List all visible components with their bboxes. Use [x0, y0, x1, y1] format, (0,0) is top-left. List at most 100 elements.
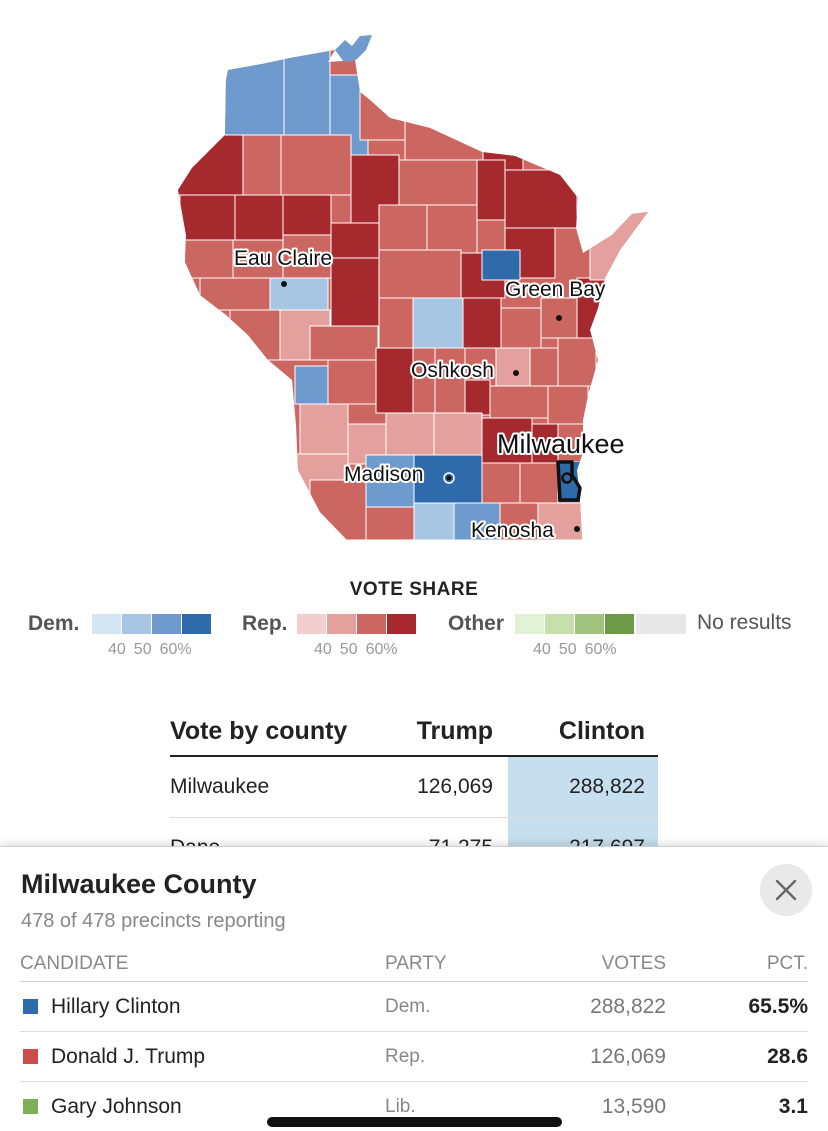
legend-rep: Rep. 40 50 60% [242, 612, 432, 662]
county-marathon[interactable] [330, 257, 380, 327]
county-forest[interactable] [476, 159, 506, 221]
county-vernon[interactable] [299, 403, 349, 455]
apostle-islands-shape [335, 35, 372, 62]
county-rock[interactable] [453, 502, 501, 540]
county-dodge[interactable] [481, 417, 533, 464]
legend-rep-label: Rep. [242, 612, 288, 635]
candidate-name: Gary Johnson [51, 1094, 182, 1118]
county-washington[interactable] [531, 423, 559, 465]
legend-tick: 50 [558, 641, 577, 658]
county-columbia[interactable] [433, 412, 483, 456]
county-clark[interactable] [378, 249, 462, 299]
wisconsin-county-map[interactable]: Eau Claire Green Bay Oshkosh Milwaukee M… [0, 0, 828, 560]
legend-swatch [357, 614, 386, 634]
county-waupaca[interactable] [462, 297, 502, 349]
legend-tick: 50 [133, 641, 152, 658]
legend-swatch [297, 614, 326, 634]
county-iron[interactable] [359, 84, 406, 141]
county-buffalo[interactable] [229, 309, 281, 361]
legend-swatch [152, 614, 181, 634]
legend-tick: 40 [533, 641, 551, 658]
county-sawyer[interactable] [280, 134, 352, 196]
county-vilas[interactable] [404, 117, 484, 161]
legend-swatch [182, 614, 211, 634]
county-marinette[interactable] [504, 169, 578, 229]
trump-votes: 126,069 [417, 775, 493, 798]
header-county[interactable]: Vote by county [170, 717, 348, 745]
city-label-oshkosh: Oshkosh [411, 359, 494, 382]
legend-swatch [545, 614, 574, 634]
county-grant[interactable] [309, 479, 367, 540]
county-racine-kenosha[interactable] [537, 502, 585, 540]
milwaukee-city-dot [561, 472, 573, 484]
county-taylor[interactable] [330, 222, 380, 259]
legend-swatch [575, 614, 604, 634]
county-winnebago[interactable] [495, 347, 531, 387]
county-outagamie[interactable] [500, 307, 542, 349]
legend-tick: 60% [365, 641, 398, 658]
county-juneau[interactable] [375, 347, 414, 414]
table-row[interactable]: Milwaukee 126,069 288,822 [170, 757, 658, 818]
close-button[interactable] [760, 864, 812, 916]
county-manitowoc[interactable] [557, 337, 597, 387]
results-header-row: CANDIDATE PARTY VOTES PCT. [20, 947, 808, 982]
county-chippewa[interactable] [282, 234, 332, 279]
county-lacrosse[interactable] [294, 365, 329, 405]
county-waukesha[interactable] [519, 462, 559, 504]
county-langlade[interactable] [426, 204, 478, 254]
county-fond-du-lac[interactable] [489, 385, 549, 419]
county-stcroix[interactable] [182, 239, 234, 279]
header-trump[interactable]: Trump [416, 717, 493, 745]
county-jefferson[interactable] [481, 462, 521, 504]
county-washburn[interactable] [242, 134, 282, 196]
county-barron[interactable] [234, 194, 284, 241]
county-dunn[interactable] [232, 239, 284, 279]
county-rusk[interactable] [282, 194, 332, 236]
county-calumet[interactable] [529, 347, 559, 387]
county-name: Milwaukee [170, 775, 270, 798]
candidate-pct: 3.1 [778, 1094, 808, 1118]
county-oneida[interactable] [398, 159, 478, 206]
county-menominee[interactable] [481, 249, 521, 281]
legend-swatch [122, 614, 151, 634]
county-eau-claire[interactable] [269, 277, 329, 311]
legend-swatch [92, 614, 121, 634]
legend-dem-label: Dem. [28, 612, 80, 635]
county-sheboygan[interactable] [547, 385, 589, 425]
county-waushara[interactable] [434, 347, 466, 414]
table-row: Hillary Clinton Dem. 288,822 65.5% [20, 982, 808, 1032]
county-iowa[interactable] [365, 454, 415, 508]
header-clinton[interactable]: Clinton [558, 717, 645, 745]
county-door[interactable] [589, 209, 650, 281]
table-row: Gary Johnson Lib. 13,590 3.1 [20, 1082, 808, 1131]
party-color-swatch [23, 999, 38, 1014]
county-sauk[interactable] [385, 412, 435, 456]
legend-other: Other 40 50 60% [448, 612, 638, 662]
precincts-reporting: 478 of 478 precincts reporting [21, 910, 286, 932]
county-wood[interactable] [378, 297, 414, 349]
county-bayfield[interactable] [283, 40, 331, 136]
header-party: PARTY [385, 953, 447, 974]
madison-dot [446, 475, 452, 481]
county-lafayette[interactable] [365, 506, 415, 540]
county-portage[interactable] [412, 297, 464, 349]
home-indicator[interactable] [267, 1117, 562, 1127]
county-burnett[interactable] [176, 134, 244, 196]
legend-swatch [387, 614, 416, 634]
county-douglas[interactable] [221, 54, 285, 136]
county-green[interactable] [413, 502, 455, 540]
candidate-party: Dem. [385, 995, 431, 1017]
table-header-row: Vote by county Trump Clinton [170, 717, 658, 757]
legend-swatch [515, 614, 544, 634]
county-monroe[interactable] [327, 359, 377, 405]
candidate-name: Donald J. Trump [51, 1044, 206, 1068]
city-label-green-bay: Green Bay [505, 278, 606, 301]
city-label-eau-claire: Eau Claire [234, 247, 332, 270]
legend-tick: 60% [584, 641, 617, 658]
county-polk[interactable] [179, 194, 236, 241]
county-jackson[interactable] [309, 325, 379, 361]
candidate-pct: 28.6 [767, 1044, 808, 1068]
county-green-lake[interactable] [464, 379, 491, 416]
county-pierce[interactable] [199, 277, 271, 311]
county-lincoln[interactable] [378, 204, 428, 251]
